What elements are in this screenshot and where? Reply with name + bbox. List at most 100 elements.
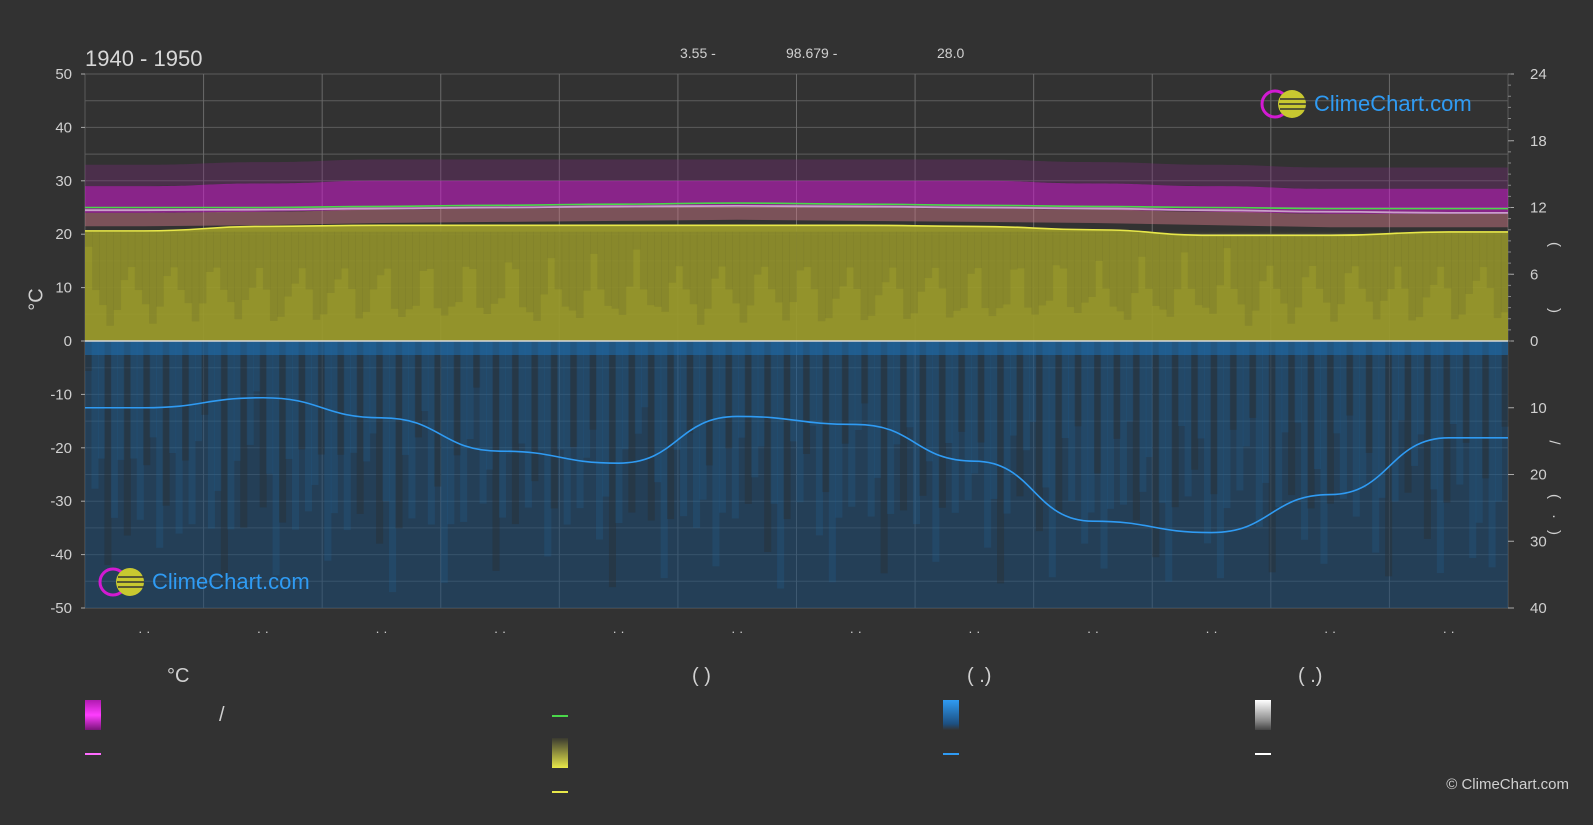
sunshine-streak	[305, 231, 314, 290]
left-tick-label: 40	[55, 119, 72, 136]
sunshine-streak	[291, 231, 299, 284]
precip-streak	[1255, 341, 1263, 527]
precip-streak	[615, 341, 623, 524]
sunshine-streak	[1287, 231, 1296, 324]
precip-streak	[1139, 341, 1147, 492]
precip-streak	[1275, 341, 1283, 507]
precip-streak	[1178, 341, 1186, 426]
sunshine-streak	[803, 231, 812, 268]
precip-streak	[809, 341, 817, 426]
legend-swatch-sunshine	[552, 738, 568, 768]
sunshine-streak	[483, 231, 492, 314]
sunshine-streak	[1379, 231, 1388, 301]
legend-swatch-mean-temp	[85, 753, 101, 755]
precip-streak	[861, 341, 869, 404]
sunshine-streak	[1436, 231, 1445, 267]
precip-streak	[1061, 341, 1069, 439]
chart-title: 1940 - 1950	[85, 46, 203, 71]
sunshine-streak	[177, 231, 186, 290]
precip-streak	[136, 341, 144, 520]
precip-streak	[938, 341, 946, 508]
sunshine-streak	[1230, 231, 1239, 289]
sunshine-streak	[298, 231, 307, 269]
sunshine-streak	[1138, 231, 1146, 257]
sunshine-streak	[149, 231, 157, 324]
precip-streak	[1268, 341, 1276, 573]
legend-swatch-rain-avg	[943, 753, 959, 755]
precip-streak	[1009, 341, 1018, 436]
precip-streak	[376, 341, 384, 544]
right-tick-label-hours: 18	[1530, 133, 1547, 150]
precip-streak	[699, 341, 707, 500]
sunshine-streak	[632, 231, 641, 250]
left-tick-label: 30	[55, 173, 72, 190]
sunshine-streak	[661, 231, 669, 312]
sunshine-line	[84, 224, 1508, 237]
left-tick-label: -30	[50, 493, 72, 510]
logo-bottom-left[interactable]: ClimeChart.com	[96, 565, 310, 599]
sunshine-streak	[1351, 231, 1360, 267]
right-tick-label-hours: 6	[1530, 266, 1538, 283]
precip-streak	[1469, 341, 1477, 558]
left-tick-label: -40	[50, 547, 72, 564]
precip-streak	[1320, 341, 1328, 564]
sunshine-streak	[1002, 231, 1011, 305]
sunshine-streak	[561, 231, 570, 307]
precip-streak	[1346, 341, 1354, 416]
right-axis-mark-4: (	[1546, 494, 1563, 499]
legend-swatch-temp-range	[85, 700, 101, 730]
precip-streak	[1475, 341, 1483, 523]
sunshine-streak	[945, 231, 954, 318]
precip-streak	[576, 341, 584, 509]
precip-streak	[693, 341, 701, 528]
left-tick-label: -10	[50, 386, 72, 403]
sunshine-streak	[604, 231, 613, 306]
sunshine-streak	[1038, 231, 1047, 306]
sunshine-streak	[284, 231, 292, 297]
precip-streak	[117, 341, 125, 460]
precip-streak	[1126, 341, 1134, 422]
precip-streak	[595, 341, 604, 540]
precip-streak	[654, 341, 662, 483]
precip-streak	[1404, 341, 1412, 493]
temp-band-haze	[85, 159, 1508, 189]
precip-streak	[912, 341, 920, 525]
sunshine-streak	[810, 231, 819, 290]
sunshine-streak	[191, 231, 200, 322]
sunshine-streak	[127, 231, 136, 268]
sunshine-streak	[1209, 231, 1217, 314]
sunshine-streak	[796, 231, 805, 271]
precip-streak	[951, 341, 959, 513]
precip-streak	[1501, 341, 1509, 427]
logo-text: ClimeChart.com	[1314, 91, 1472, 116]
precip-streak	[1443, 341, 1451, 503]
sunshine-streak	[839, 231, 847, 287]
legend-temp-header: °C	[167, 665, 190, 687]
precip-streak	[343, 341, 351, 531]
right-tick-label-precip: 20	[1530, 467, 1547, 484]
precip-streak	[408, 341, 416, 519]
precip-streak	[1462, 341, 1470, 443]
precip-top-band	[85, 341, 1508, 355]
precip-streak	[1372, 341, 1380, 553]
precip-streak	[266, 341, 274, 474]
sunshine-streak	[1180, 231, 1189, 253]
precip-streak	[214, 341, 222, 491]
sunshine-streak	[917, 231, 926, 292]
sunshine-streak	[1066, 231, 1075, 308]
sunshine-streak	[248, 231, 257, 288]
legend-snow-header: ( .)	[1298, 665, 1323, 687]
precip-streak	[498, 341, 507, 518]
precip-streak	[156, 341, 164, 548]
right-tick-label-precip: 30	[1530, 533, 1547, 550]
left-tick-label: -50	[50, 600, 72, 617]
sunshine-streak	[639, 231, 648, 290]
precip-streak	[1216, 341, 1224, 579]
precip-streak	[511, 341, 519, 525]
logo-top-right[interactable]: ClimeChart.com	[1258, 87, 1472, 121]
precip-streak	[85, 341, 93, 371]
precip-streak	[1313, 341, 1322, 470]
precip-streak	[1365, 341, 1373, 453]
sunshine-streak	[1159, 231, 1167, 310]
sunshine-streak	[1166, 231, 1175, 317]
